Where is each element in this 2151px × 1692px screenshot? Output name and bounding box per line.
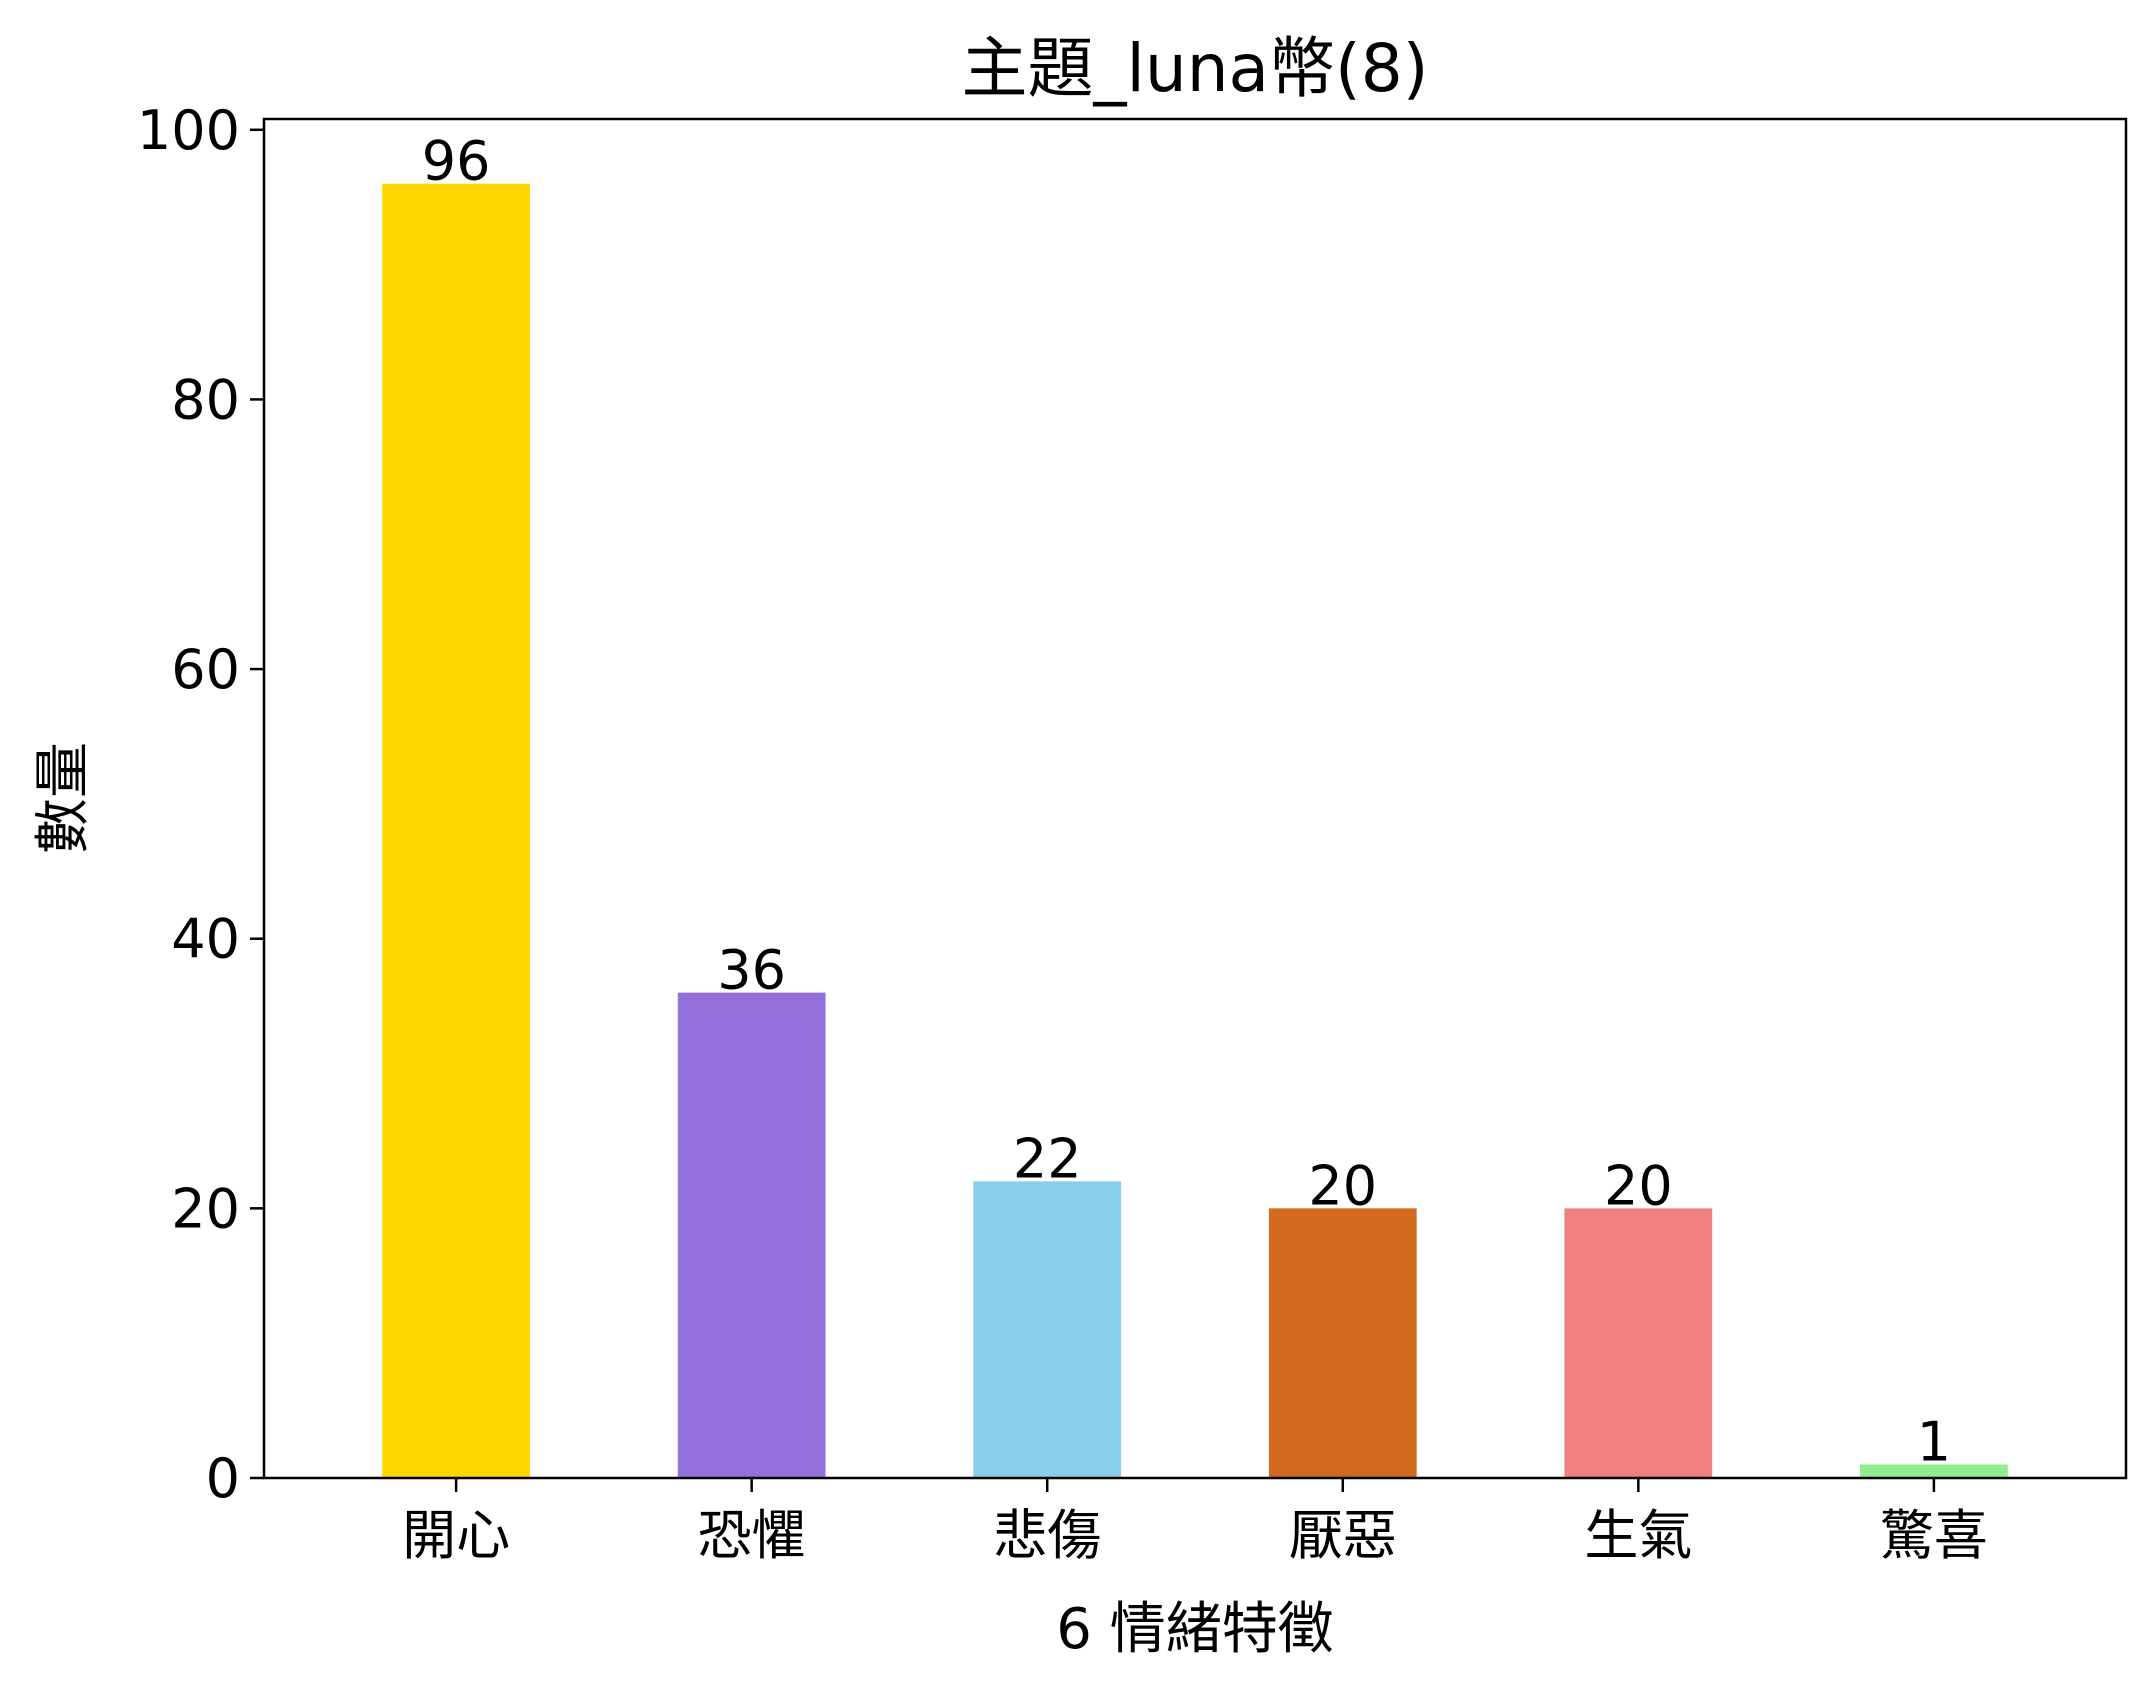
x-axis-ticks: 開心 恐懼 悲傷 厭惡 生氣 驚喜: [402, 1478, 1988, 1567]
x-tick-label-3: 厭惡: [1289, 1504, 1397, 1567]
bar-1: [677, 992, 826, 1478]
bar-2: [973, 1181, 1122, 1478]
x-tick-label-4: 生氣: [1584, 1504, 1692, 1567]
x-tick-label-2: 悲傷: [993, 1504, 1101, 1567]
y-axis-label: 數量: [31, 742, 96, 854]
y-tick-label-2: 40: [171, 908, 240, 971]
y-tick-label-1: 20: [171, 1177, 240, 1240]
data-label-4: 20: [1604, 1154, 1673, 1217]
plot-frame: [262, 117, 2128, 1480]
x-tick-label-5: 驚喜: [1880, 1504, 1988, 1567]
data-labels-layer: 96 36 22 20 20 1: [422, 130, 1951, 1474]
y-tick-label-3: 60: [171, 638, 240, 701]
data-label-1: 36: [717, 939, 786, 1002]
data-label-5: 1: [1917, 1411, 1951, 1474]
data-label-2: 22: [1013, 1127, 1082, 1190]
chart-title: 主題_luna幣(8): [962, 30, 1429, 107]
bar-5: [1860, 1464, 2008, 1478]
bar-4: [1564, 1208, 1713, 1478]
bars-layer: [382, 183, 2008, 1479]
x-tick-label-1: 恐懼: [698, 1504, 806, 1567]
data-label-3: 20: [1308, 1154, 1377, 1217]
bar-0: [382, 183, 530, 1479]
x-axis-label: 6 情緒特徵: [1056, 1597, 1333, 1662]
y-tick-label-4: 80: [171, 368, 240, 431]
y-tick-label-0: 0: [206, 1447, 240, 1510]
x-tick-label-0: 開心: [402, 1504, 510, 1567]
y-axis-ticks: 0 20 40 60 80 100: [137, 99, 264, 1510]
data-label-0: 96: [422, 130, 491, 193]
bar-3: [1268, 1208, 1417, 1478]
y-tick-label-5: 100: [137, 99, 240, 162]
